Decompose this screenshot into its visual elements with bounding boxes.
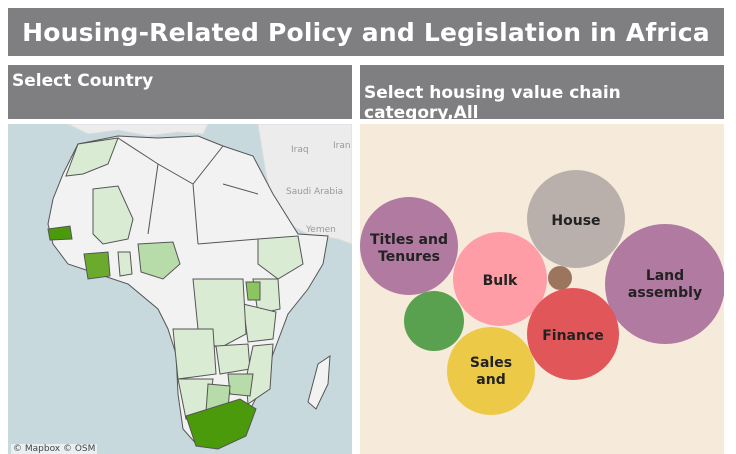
bubble-house[interactable]: House [527,170,625,268]
europe-land [67,124,209,137]
country-angola[interactable] [172,328,217,380]
country-morocco[interactable] [65,137,119,177]
bubble-chart-svg[interactable]: House Titles and Tenures Bulk Land assem… [360,124,724,454]
country-ghana[interactable] [117,251,133,277]
country-zambia[interactable] [215,343,251,375]
bubble-brown[interactable] [548,266,572,290]
africa-map[interactable]: Iraq Iran Saudi Arabia Yemen © Mapbox © … [8,124,352,454]
bubble-titles-and-tenures[interactable]: Titles and Tenures [360,197,458,295]
country-uganda[interactable] [245,281,261,301]
bubble-label-house: House [551,213,600,229]
country-borders [117,137,259,245]
country-nigeria[interactable] [137,241,181,280]
select-country-header: Select Country [8,65,352,119]
map-label-yemen: Yemen [305,225,336,235]
country-mali[interactable] [92,185,134,245]
country-zimbabwe[interactable] [227,373,254,397]
bubble-label-titles-line2: Tenures [378,249,440,265]
map-attribution[interactable]: © Mapbox © OSM [11,444,98,454]
map-label-saudi-arabia: Saudi Arabia [286,187,343,197]
bubble-label-sales-line2: and [476,372,505,388]
map-label-iran: Iran [333,141,351,151]
country-tanzania[interactable] [242,303,277,343]
country-senegal[interactable] [47,225,73,241]
bubble-land-assembly[interactable]: Land assembly [605,224,724,344]
madagascar[interactable] [307,355,331,410]
select-category-label: Select housing value chain category,All [364,83,621,123]
dashboard-title: Housing-Related Policy and Legislation i… [8,8,724,56]
category-bubble-chart[interactable]: House Titles and Tenures Bulk Land assem… [360,124,724,454]
bubble-label-land-line1: Land [646,268,684,284]
bubble-label-finance: Finance [542,328,604,344]
bubble-green[interactable] [404,291,464,351]
country-ivory-coast[interactable] [83,251,111,280]
select-country-label: Select Country [12,71,154,91]
country-ethiopia[interactable] [257,235,304,280]
bubble-finance[interactable]: Finance [527,288,619,380]
bubble-bulk[interactable]: Bulk [453,232,547,326]
bubble-label-bulk: Bulk [483,273,518,289]
bubble-label-sales-line1: Sales [470,355,512,371]
bubble-label-land-line2: assembly [628,285,702,301]
select-category-header: Select housing value chain category,All [360,65,724,123]
bubble-sales-and[interactable]: Sales and [447,327,535,415]
map-label-iraq: Iraq [291,145,309,155]
bubble-label-titles-line1: Titles and [370,232,448,248]
africa-map-svg[interactable]: Iraq Iran Saudi Arabia Yemen [8,124,352,454]
country-south-africa[interactable] [185,398,257,450]
